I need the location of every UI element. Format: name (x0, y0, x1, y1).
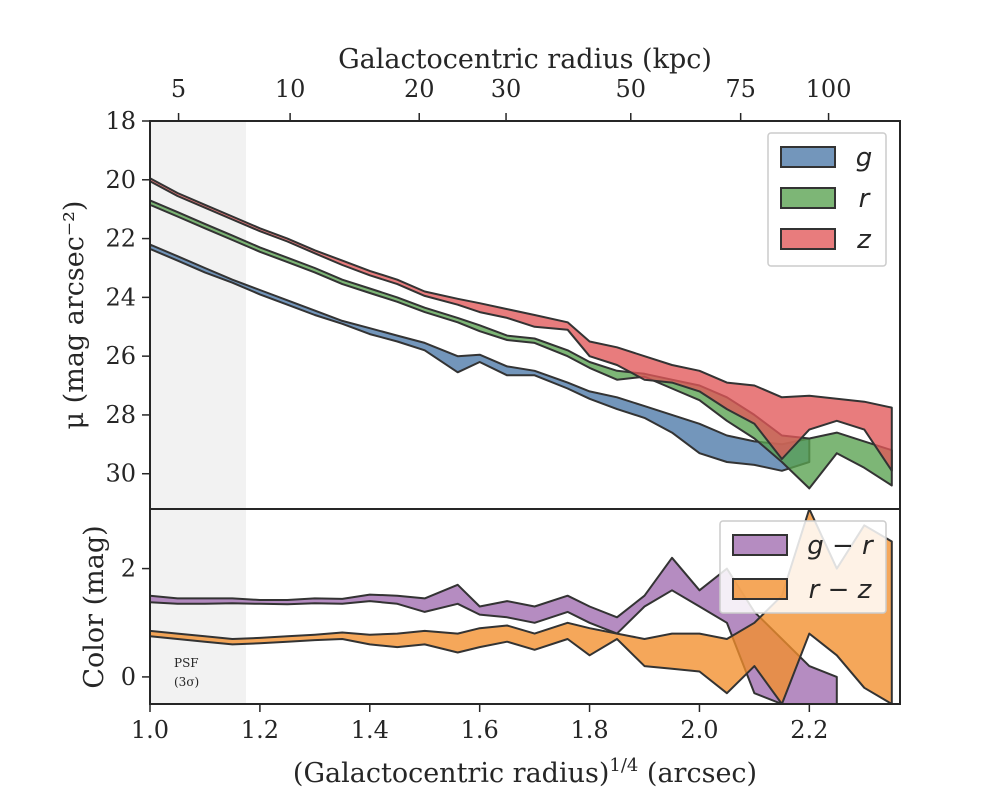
bottom-y-axis: 02 (121, 555, 150, 691)
legend-swatch (780, 187, 836, 209)
legend-label: r (859, 184, 872, 214)
legend-swatch (732, 578, 788, 600)
top-axis-title: Galactocentric radius (kpc) (338, 44, 712, 75)
legend-top: grz (767, 132, 887, 267)
band-g (150, 243, 811, 472)
psf-annotation-line1: PSF (174, 656, 199, 670)
surface-brightness-bands (150, 177, 893, 490)
top-tick-label: 20 (404, 75, 435, 103)
bottom-x-axis-title: (Galactocentric radius)1/4 (arcsec) (293, 755, 757, 789)
top-tick-label: 100 (806, 75, 852, 103)
top-x-axis: 5 10 20 30 50 75 100 (171, 75, 852, 121)
band-gr (150, 556, 838, 704)
x-tick-label: 2.0 (680, 716, 718, 744)
bottom-panel-frame (149, 508, 901, 705)
bottom-y-axis-title: Color (mag) (79, 525, 110, 688)
top-tick-label: 5 (171, 75, 186, 103)
xlabel-superscript: 1/4 (609, 755, 638, 776)
bottom-x-axis: 1.0 1.2 1.4 1.6 1.8 2.0 2.2 (131, 704, 828, 744)
band-r (150, 199, 893, 490)
y-tick-label: 26 (105, 342, 136, 370)
legend-swatch (780, 228, 836, 250)
y-tick-label: 20 (105, 166, 136, 194)
legend-swatch (780, 146, 836, 168)
top-tick-label: 10 (275, 75, 306, 103)
top-tick-label: 30 (491, 75, 522, 103)
x-tick-label: 1.6 (461, 716, 499, 744)
color-bands (150, 509, 893, 704)
y-tick-label: 30 (105, 460, 136, 488)
x-tick-label: 1.0 (131, 716, 169, 744)
top-y-axis-title: μ (mag arcsec⁻²) (59, 201, 90, 430)
psf-region-bottom (150, 509, 246, 704)
psf-region-top (150, 121, 246, 509)
band-z (150, 177, 893, 472)
x-tick-label: 1.8 (570, 716, 608, 744)
x-tick-label: 1.2 (241, 716, 279, 744)
xlabel-suffix: (arcsec) (638, 758, 757, 789)
legend-swatch (732, 534, 788, 556)
legend-bottom: g − r r − z (719, 520, 887, 614)
xlabel-prefix: (Galactocentric radius) (293, 758, 609, 789)
y-tick-label: 18 (105, 107, 136, 135)
y-tick-label: 2 (121, 555, 136, 583)
x-tick-label: 2.2 (790, 716, 828, 744)
y-tick-label: 22 (105, 225, 136, 253)
legend-label: r − z (809, 575, 873, 605)
y-tick-label: 24 (105, 283, 136, 311)
band-rz (150, 509, 893, 704)
y-tick-label: 28 (105, 401, 136, 429)
top-y-axis: 18 20 22 24 26 28 30 (105, 107, 150, 488)
legend-label: g (856, 143, 873, 173)
top-tick-label: 75 (725, 75, 756, 103)
legend-label: g − r (807, 531, 875, 561)
x-tick-label: 1.4 (351, 716, 389, 744)
legend-label: z (856, 225, 872, 255)
top-tick-label: 50 (615, 75, 646, 103)
psf-annotation-line2: (3σ) (174, 675, 199, 689)
y-tick-label: 0 (121, 663, 136, 691)
